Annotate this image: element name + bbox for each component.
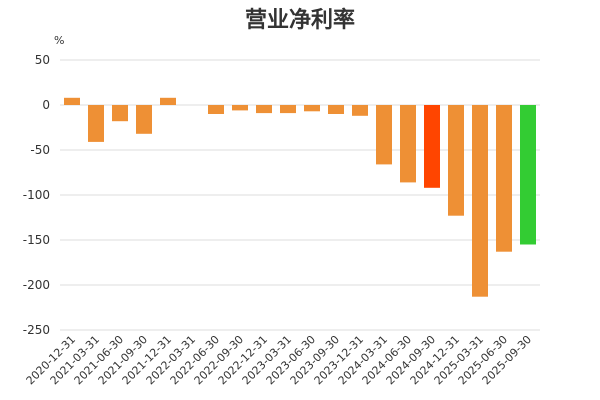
bar-2024-06-30 xyxy=(400,105,416,183)
bar-2023-03-31 xyxy=(280,105,296,114)
bar-2022-09-30 xyxy=(232,105,248,111)
grid-lines xyxy=(60,59,540,331)
bar-2025-09-30 xyxy=(520,105,536,245)
bar-2025-03-31 xyxy=(472,105,488,297)
y-tick-label: -150 xyxy=(23,233,50,247)
bar-2020-12-31 xyxy=(64,97,80,105)
bar-2023-09-30 xyxy=(328,105,344,114)
chart-title: 营业净利率 xyxy=(245,7,355,33)
bar-2023-06-30 xyxy=(304,105,320,112)
y-tick-label: 50 xyxy=(35,53,50,67)
y-tick-label: 0 xyxy=(42,98,50,112)
bar-2021-06-30 xyxy=(112,105,128,122)
y-axis-ticks: 50 0 -50 -100 -150 -200 -250 xyxy=(23,53,50,337)
bar-2024-09-30 xyxy=(424,105,440,188)
bar-2022-06-30 xyxy=(208,105,224,114)
bar-2021-03-31 xyxy=(88,105,104,142)
bars xyxy=(64,97,536,297)
x-axis-ticks: 2020-12-312021-03-312021-06-302021-09-30… xyxy=(24,333,534,387)
bar-2021-12-31 xyxy=(160,97,176,105)
y-axis-unit-label: % xyxy=(54,34,64,47)
bar-2023-12-31 xyxy=(352,105,368,116)
y-tick-label: -50 xyxy=(30,143,50,157)
bar-2022-12-31 xyxy=(256,105,272,114)
bar-2025-06-30 xyxy=(496,105,512,252)
bar-2024-12-31 xyxy=(448,105,464,216)
y-tick-label: -200 xyxy=(23,278,50,292)
bar-2021-09-30 xyxy=(136,105,152,134)
bar-2024-03-31 xyxy=(376,105,392,165)
y-tick-label: -100 xyxy=(23,188,50,202)
y-tick-label: -250 xyxy=(23,323,50,337)
